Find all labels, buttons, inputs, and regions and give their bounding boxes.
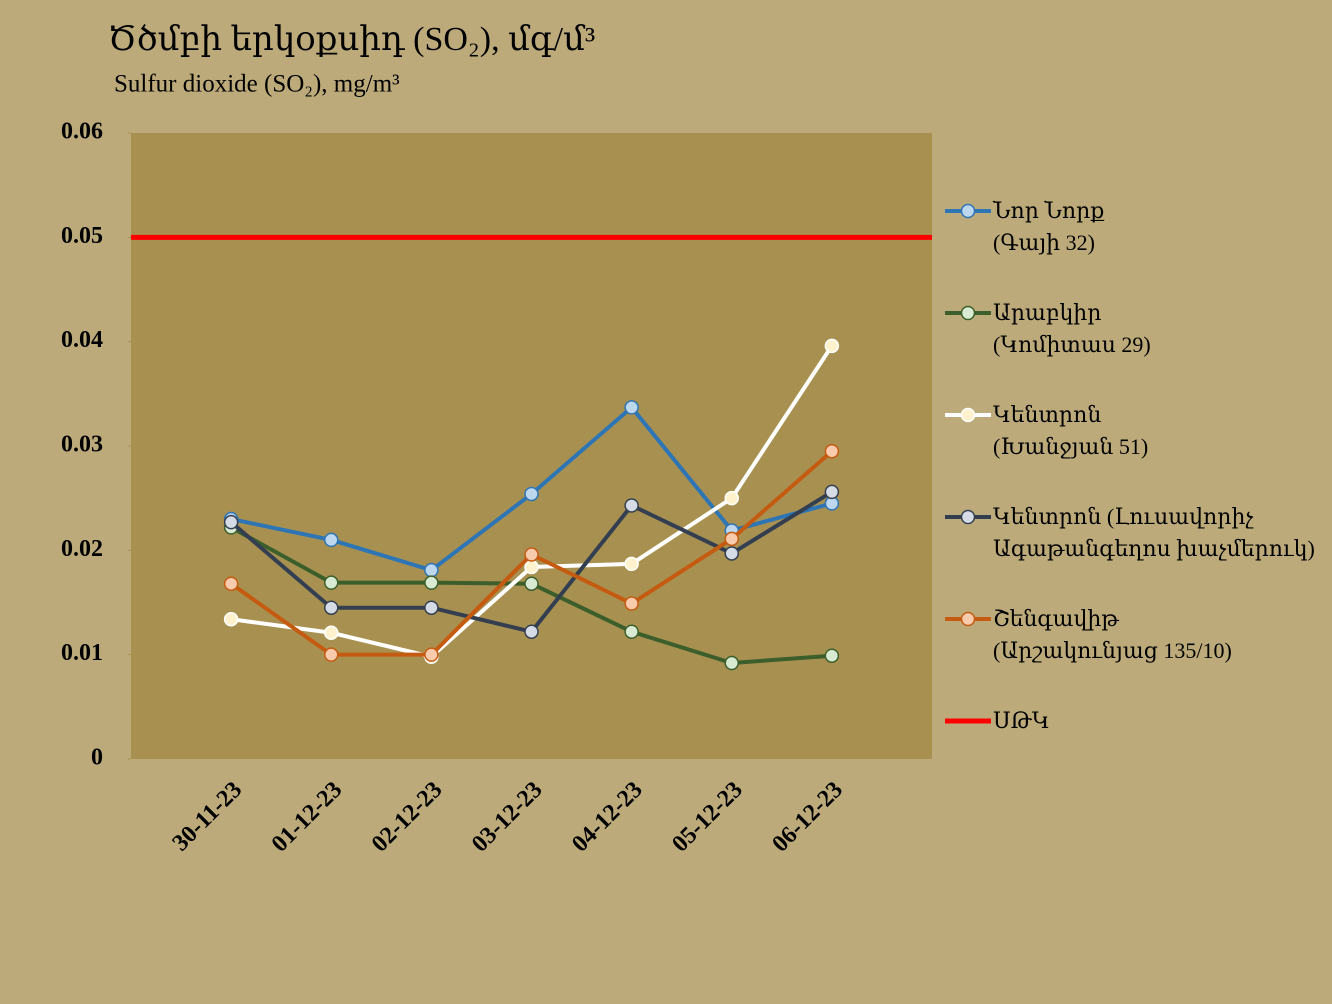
- legend-marker: [960, 203, 976, 219]
- data-point: [824, 443, 840, 459]
- x-tick-label: 02-12-23: [367, 777, 448, 858]
- data-point: [324, 600, 339, 615]
- legend-symbol: [945, 509, 991, 525]
- data-point: [524, 576, 539, 591]
- legend-label: Նոր Նորք (Գայի 32): [993, 198, 1105, 255]
- legend-marker: [960, 407, 976, 423]
- y-tick-label: 0.06: [61, 119, 103, 145]
- data-point: [724, 546, 739, 561]
- y-tick-label: 0.02: [61, 536, 103, 562]
- data-point: [724, 655, 739, 671]
- data-point: [524, 547, 539, 562]
- data-point: [424, 562, 439, 578]
- y-tick-label: 0.05: [61, 223, 103, 249]
- legend-symbol: [945, 203, 991, 219]
- data-point: [524, 624, 539, 639]
- data-point: [223, 514, 239, 530]
- x-tick-label: 01-12-23: [267, 777, 348, 858]
- legend-symbol: [945, 611, 991, 627]
- legend-marker: [960, 509, 976, 525]
- y-tick-label: 0.03: [61, 432, 103, 458]
- data-point: [624, 624, 639, 639]
- legend-label: Կենտրոն (Լուսավորիչ Ագաթանգեղոս խաչմերու…: [993, 504, 1315, 561]
- data-point: [624, 556, 639, 572]
- data-point: [223, 611, 239, 627]
- y-tick-label: 0.01: [61, 640, 103, 666]
- legend-label: ՍԹԿ: [993, 708, 1050, 733]
- data-point: [624, 596, 639, 611]
- legend-item: Նոր Նորք (Գայի 32): [945, 195, 1325, 297]
- data-point: [324, 575, 339, 590]
- data-point: [424, 575, 439, 590]
- x-tick-label: 05-12-23: [667, 777, 748, 858]
- legend-symbol: [945, 305, 991, 321]
- data-point: [424, 600, 439, 615]
- data-point: [824, 484, 840, 500]
- legend-item: Կենտրոն (Լուսավորիչ Ագաթանգեղոս խաչմերու…: [945, 501, 1325, 603]
- legend-label: Արաբկիր (Կոմիտաս 29): [993, 300, 1151, 357]
- plot-area: [131, 133, 932, 759]
- data-point: [824, 338, 840, 354]
- data-point: [324, 647, 339, 662]
- legend-item: Կենտրոն (Խանջյան 51): [945, 399, 1325, 501]
- x-tick-label: 03-12-23: [467, 777, 548, 858]
- legend-item: ՍԹԿ: [945, 705, 1325, 807]
- chart-title: Ծծմբի երկօքսիդ (SO₂), մգ/մ³: [108, 21, 595, 58]
- legend-marker: [960, 305, 976, 321]
- legend-symbol: [945, 407, 991, 423]
- legend-label: Կենտրոն (Խանջյան 51): [993, 402, 1149, 459]
- data-point: [624, 498, 639, 513]
- data-point: [223, 576, 239, 591]
- data-point: [324, 625, 339, 641]
- data-point: [324, 532, 339, 548]
- legend-marker: [960, 611, 976, 627]
- legend-label: Շենգավիթ (Արշակունյաց 135/10): [993, 606, 1232, 663]
- chart-subtitle: Sulfur dioxide (SO₂), mg/m³: [114, 71, 400, 98]
- legend-item: Արաբկիր (Կոմիտաս 29): [945, 297, 1325, 399]
- data-point: [624, 400, 639, 415]
- legend: Նոր Նորք (Գայի 32) Արաբկիր (Կոմիտաս 29) Կե…: [945, 195, 1325, 807]
- data-point: [724, 490, 739, 506]
- legend-symbol: [945, 718, 991, 724]
- x-tick-label: 04-12-23: [567, 777, 648, 858]
- data-point: [524, 486, 539, 502]
- x-tick-label: 30-11-23: [168, 777, 248, 857]
- data-point: [724, 531, 739, 547]
- data-point: [524, 559, 539, 575]
- data-point: [424, 647, 439, 662]
- y-tick-label: 0: [91, 745, 103, 771]
- legend-item: Շենգավիթ (Արշակունյաց 135/10): [945, 603, 1325, 705]
- data-point: [824, 648, 840, 663]
- x-tick-label: 06-12-23: [767, 777, 848, 858]
- y-tick-label: 0.04: [61, 327, 103, 353]
